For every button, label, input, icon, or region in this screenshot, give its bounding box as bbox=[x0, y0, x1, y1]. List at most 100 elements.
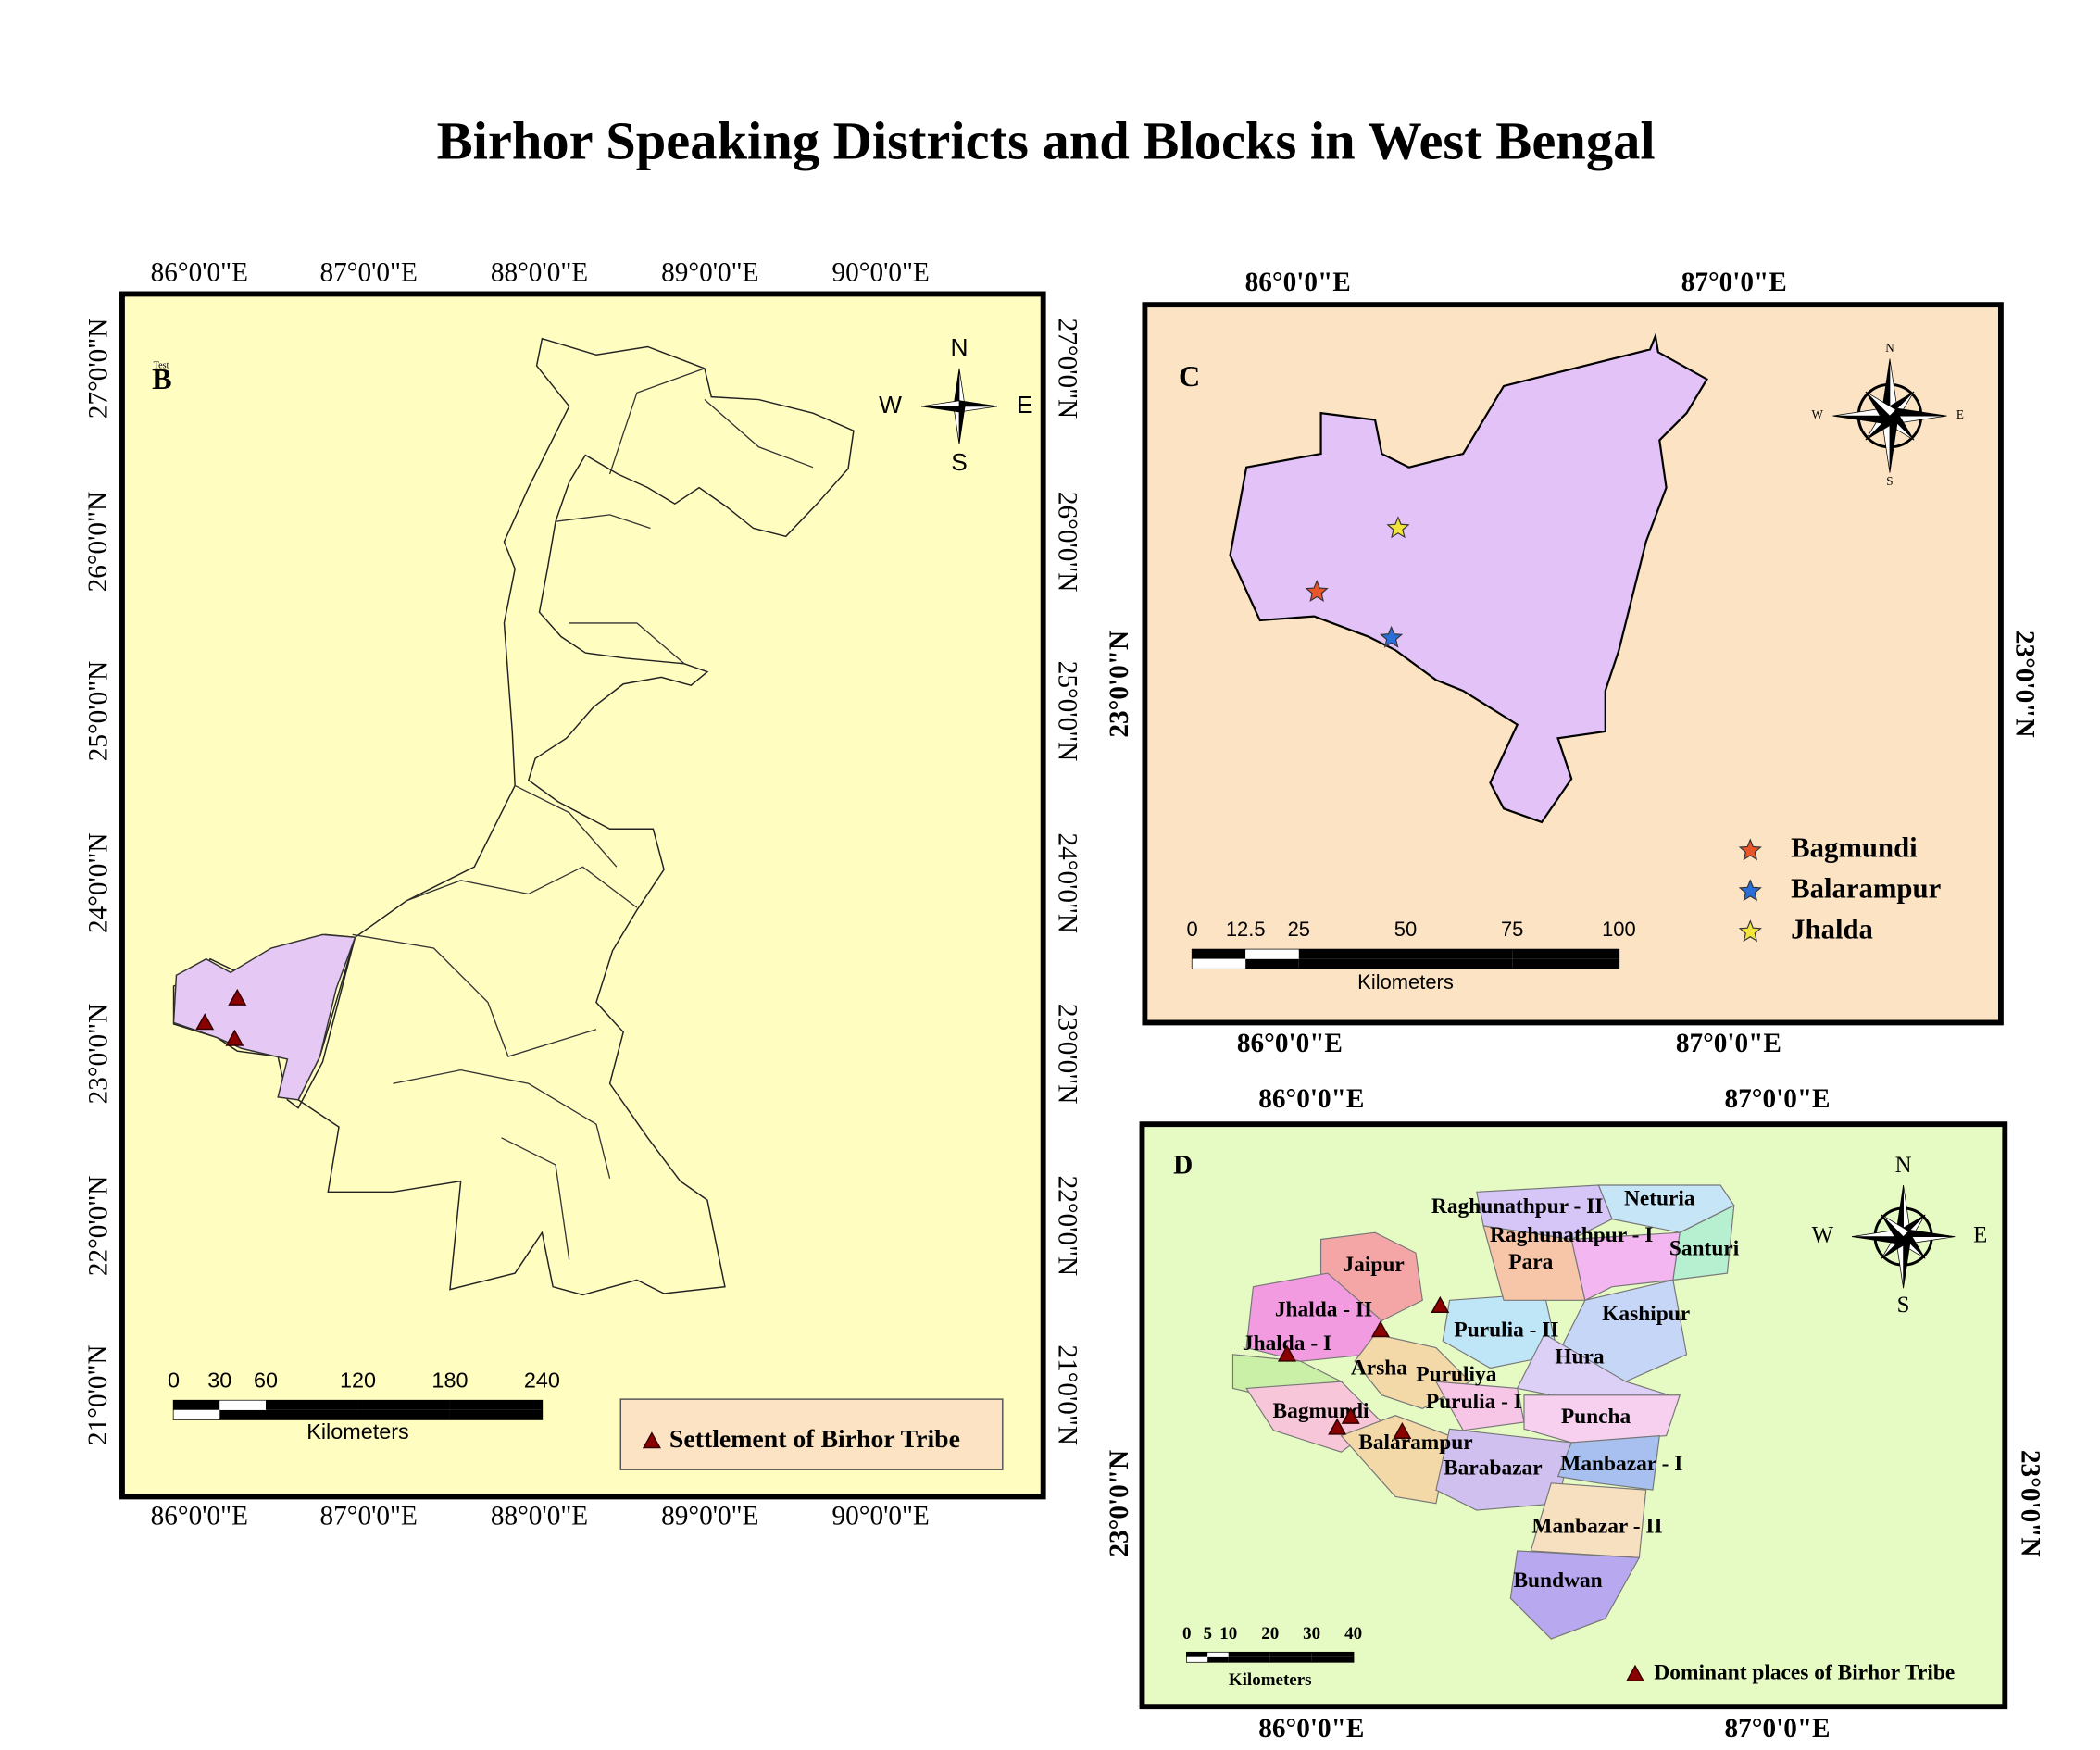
settlement-marker bbox=[1370, 1320, 1390, 1338]
block-label: Purulia - I bbox=[1426, 1390, 1522, 1414]
scale-tick-label: 20 bbox=[1261, 1624, 1279, 1644]
coordinate-label: 23°0'0"N bbox=[83, 1004, 113, 1105]
purulia-district bbox=[1229, 331, 1709, 824]
scale-tick-label: 0 bbox=[168, 1368, 180, 1392]
settlement-marker bbox=[195, 1013, 215, 1031]
legend-label: Jhalda bbox=[1791, 913, 1873, 944]
purulia-district bbox=[172, 933, 356, 1101]
coordinate-label: 24°0'0"N bbox=[83, 833, 113, 934]
scale-tick-label: 100 bbox=[1602, 918, 1636, 941]
coordinate-label: 86°0'0"E bbox=[151, 258, 248, 288]
coordinate-label: 87°0'0"E bbox=[1676, 1029, 1781, 1058]
coordinate-label: 25°0'0"N bbox=[83, 661, 113, 762]
scale-segment bbox=[1298, 958, 1406, 969]
scale-unit: Kilometers bbox=[1357, 970, 1454, 994]
coordinate-label: 87°0'0"E bbox=[1725, 1714, 1831, 1744]
coordinate-label: 27°0'0"N bbox=[83, 319, 113, 419]
scale-segment bbox=[219, 1400, 267, 1410]
scale-segment bbox=[173, 1409, 220, 1420]
coordinate-label: 21°0'0"N bbox=[83, 1344, 113, 1445]
scale-tick-label: 50 bbox=[1394, 918, 1417, 941]
settlement-marker bbox=[1341, 1406, 1360, 1424]
block-label: Arsha bbox=[1351, 1356, 1407, 1380]
compass-arm bbox=[920, 400, 960, 407]
scale-segment bbox=[357, 1409, 450, 1420]
district-border bbox=[608, 368, 706, 475]
block-label: Manbazar - I bbox=[1560, 1452, 1682, 1476]
coordinate-label: 22°0'0"N bbox=[1052, 1176, 1081, 1277]
scale-segment bbox=[1228, 1656, 1270, 1662]
settlement-marker bbox=[1625, 1664, 1644, 1681]
coordinate-label: 23°0'0"N bbox=[1052, 1004, 1081, 1105]
coordinate-label: 89°0'0"E bbox=[661, 258, 758, 288]
block-area bbox=[1435, 1428, 1572, 1511]
coordinate-label: 90°0'0"E bbox=[832, 1502, 930, 1531]
compass-letter: W bbox=[879, 391, 902, 419]
scale-segment bbox=[1228, 1652, 1270, 1657]
settlement-marker bbox=[225, 1029, 244, 1046]
block-label: Bundwan bbox=[1513, 1569, 1602, 1593]
star-marker bbox=[1738, 838, 1762, 861]
scale-segment bbox=[1269, 1652, 1312, 1657]
block-label: Purulia - II bbox=[1454, 1318, 1558, 1342]
compass-letter: N bbox=[950, 333, 968, 361]
scale-segment bbox=[266, 1400, 358, 1410]
scale-tick-label: 10 bbox=[1219, 1624, 1237, 1644]
panel-label: C bbox=[1179, 359, 1200, 393]
star-marker bbox=[1738, 879, 1762, 902]
coordinate-label: 87°0'0"E bbox=[320, 258, 418, 288]
coordinate-label: 88°0'0"E bbox=[491, 258, 588, 288]
block-area bbox=[1570, 1231, 1681, 1302]
coordinate-label: 24°0'0"N bbox=[1052, 833, 1081, 934]
block-label: Raghunathpur - II bbox=[1431, 1194, 1603, 1219]
scale-segment bbox=[1245, 958, 1299, 969]
scale-segment bbox=[1405, 949, 1513, 959]
coordinate-label: 89°0'0"E bbox=[661, 1502, 758, 1531]
scale-segment bbox=[1269, 1656, 1312, 1662]
settlement-marker bbox=[1328, 1418, 1347, 1435]
block-label: Santuri bbox=[1669, 1237, 1740, 1261]
scale-segment bbox=[1186, 1652, 1208, 1657]
coordinate-label: 21°0'0"N bbox=[1052, 1344, 1081, 1445]
coordinate-label: 25°0'0"N bbox=[1052, 661, 1081, 762]
star-marker bbox=[1738, 919, 1762, 943]
scale-segment bbox=[449, 1409, 543, 1420]
block-label: Jhalda - II bbox=[1275, 1297, 1372, 1321]
scale-tick-label: 12.5 bbox=[1226, 918, 1266, 941]
coordinate-label: 86°0'0"E bbox=[1237, 1029, 1343, 1058]
title: Birhor Speaking Districts and Blocks in … bbox=[437, 110, 1656, 170]
scale-segment bbox=[1311, 1656, 1354, 1662]
district-border bbox=[406, 866, 638, 908]
district-border bbox=[393, 1069, 611, 1179]
coordinate-label: 26°0'0"N bbox=[83, 492, 113, 593]
scale-tick-label: 0 bbox=[1186, 918, 1197, 941]
district-border bbox=[352, 933, 597, 1057]
coordinate-label: 87°0'0"E bbox=[1725, 1084, 1831, 1114]
district-border bbox=[501, 1137, 570, 1260]
scale-segment bbox=[357, 1400, 450, 1410]
compass-letter: N bbox=[1885, 341, 1894, 355]
coordinate-label: 86°0'0"E bbox=[1245, 268, 1351, 297]
coordinate-label: 27°0'0"N bbox=[1052, 319, 1081, 419]
scale-unit: Kilometers bbox=[1229, 1670, 1312, 1690]
settlement-marker bbox=[1277, 1344, 1297, 1362]
scale-tick-label: 30 bbox=[1303, 1624, 1320, 1644]
compass-letter: S bbox=[1886, 474, 1893, 488]
compass-letter: E bbox=[1956, 407, 1964, 421]
scale-segment bbox=[1186, 1656, 1208, 1662]
settlement-marker bbox=[1431, 1295, 1450, 1313]
block-area bbox=[1476, 1184, 1613, 1241]
district-border bbox=[704, 399, 814, 469]
scale-segment bbox=[449, 1400, 543, 1410]
scale-segment bbox=[219, 1409, 267, 1420]
scale-tick-label: 5 bbox=[1203, 1624, 1212, 1644]
legend-label: Dominant places of Birhor Tribe bbox=[1654, 1660, 1955, 1684]
compass-letter: S bbox=[951, 448, 968, 476]
block-area bbox=[1509, 1550, 1641, 1640]
legend-label: Bagmundi bbox=[1791, 832, 1918, 864]
stray-label: Test bbox=[154, 360, 169, 370]
scale-tick-label: 120 bbox=[340, 1368, 376, 1392]
coordinate-label: 26°0'0"N bbox=[1052, 492, 1081, 593]
